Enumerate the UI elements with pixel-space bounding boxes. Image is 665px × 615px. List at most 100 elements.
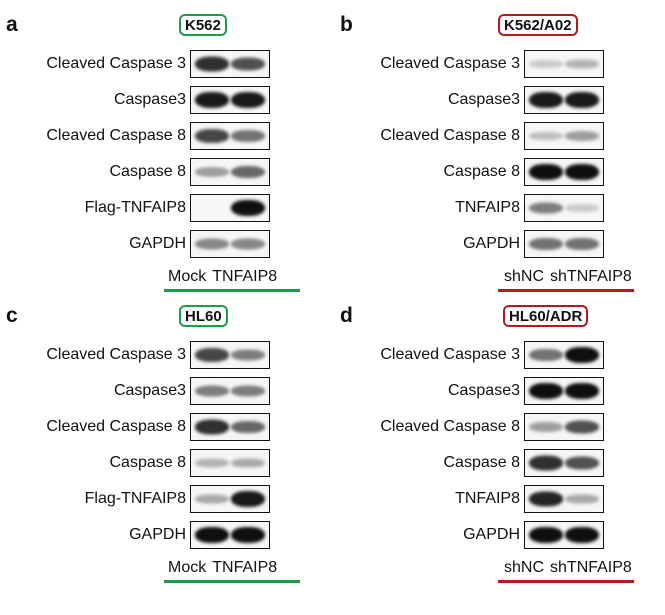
row-label: Caspase 8 [443,454,521,471]
cell-line-tag: K562/A02 [498,14,578,36]
blot-strip [190,122,270,150]
lane-label: shTNFAIP8 [550,268,632,285]
lane-labels: Mock TNFAIP8 [168,268,283,286]
row-label: Cleaved Caspase 3 [46,55,186,72]
protein-band [565,59,599,69]
panel-a: a K562 Cleaved Caspase 3 Caspase3 Cleaved Ca… [6,14,336,314]
blot-strip [524,230,604,258]
row-label: Cleaved Caspase 8 [380,418,520,435]
row-label: GAPDH [129,526,186,543]
protein-band [529,349,563,361]
blot-strip [524,86,604,114]
protein-band [565,347,599,363]
group-underline [164,289,300,292]
row-label: GAPDH [463,526,520,543]
row-label: Cleaved Caspase 3 [46,346,186,363]
lane-labels: shNC shTNFAIP8 [504,268,638,286]
cell-line-tag: HL60 [179,305,228,327]
protein-band [231,130,265,142]
lane-label: shNC [504,268,545,285]
protein-band [195,129,229,143]
blot-strip [190,377,270,405]
protein-band [195,419,229,435]
row-label: GAPDH [129,235,186,252]
row-label: Flag-TNFAIP8 [84,199,186,216]
cell-line-tag: HL60/ADR [503,305,589,327]
protein-band [565,164,599,180]
protein-band [565,204,599,212]
protein-band [195,92,229,108]
lane-labels: Mock TNFAIP8 [168,559,283,577]
blot-strip [190,341,270,369]
protein-band [231,238,265,250]
row-label: Caspase3 [113,91,186,108]
row-label: Caspase3 [447,91,520,108]
panel-letter: a [6,13,18,36]
protein-band [231,200,265,216]
blot-strip [524,194,604,222]
protein-band [231,385,265,397]
protein-band [565,527,599,543]
protein-band [529,238,563,250]
row-label: TNFAIP8 [455,490,520,507]
protein-band [195,56,229,72]
row-label: Flag-TNFAIP8 [84,490,186,507]
protein-band [195,458,229,468]
panel-letter: c [6,304,18,327]
group-underline [498,289,634,292]
protein-band [195,167,229,177]
blot-strip [524,341,604,369]
panel-c: c HL60 Cleaved Caspase 3 Caspase3 Cleaved Ca… [6,305,336,605]
protein-band [195,385,229,397]
protein-band [231,92,265,108]
cell-line-tag: K562 [179,14,227,36]
lane-label: Mock [168,268,207,285]
blot-strip [190,413,270,441]
protein-band [231,166,265,178]
row-label: Caspase 8 [109,163,187,180]
protein-band [565,383,599,399]
protein-band [529,455,563,471]
group-underline [164,580,300,583]
blot-strip [524,485,604,513]
lane-label: TNFAIP8 [212,268,278,285]
blot-strip [190,485,270,513]
protein-band [529,527,563,543]
protein-band [195,238,229,250]
group-underline [498,580,634,583]
row-label: Cleaved Caspase 3 [380,346,520,363]
protein-band [565,456,599,470]
blot-strip [190,449,270,477]
lane-label: shNC [504,559,545,576]
protein-band [231,527,265,543]
protein-band [231,57,265,71]
protein-band [565,131,599,141]
lane-label: Mock [168,559,207,576]
protein-band [231,349,265,361]
row-label: Caspase 8 [443,163,521,180]
blot-strip [524,50,604,78]
protein-band [529,132,563,140]
panel-d: d HL60/ADR Cleaved Caspase 3 Caspase3 Cleave… [340,305,665,605]
blot-strip [190,86,270,114]
row-label: GAPDH [463,235,520,252]
protein-band [529,60,563,68]
protein-band [529,202,563,214]
row-label: Caspase 8 [109,454,187,471]
protein-band [195,527,229,543]
row-label: Cleaved Caspase 3 [380,55,520,72]
protein-band [565,238,599,250]
protein-band [529,383,563,399]
row-label: Caspase3 [113,382,186,399]
blot-strip [524,521,604,549]
protein-band [231,491,265,507]
protein-band [565,92,599,108]
blot-strip [524,413,604,441]
protein-band [231,421,265,433]
blot-strip [190,158,270,186]
lane-label: shTNFAIP8 [550,559,632,576]
blot-strip [524,158,604,186]
blot-strip [524,449,604,477]
protein-band [529,491,563,507]
row-label: TNFAIP8 [455,199,520,216]
